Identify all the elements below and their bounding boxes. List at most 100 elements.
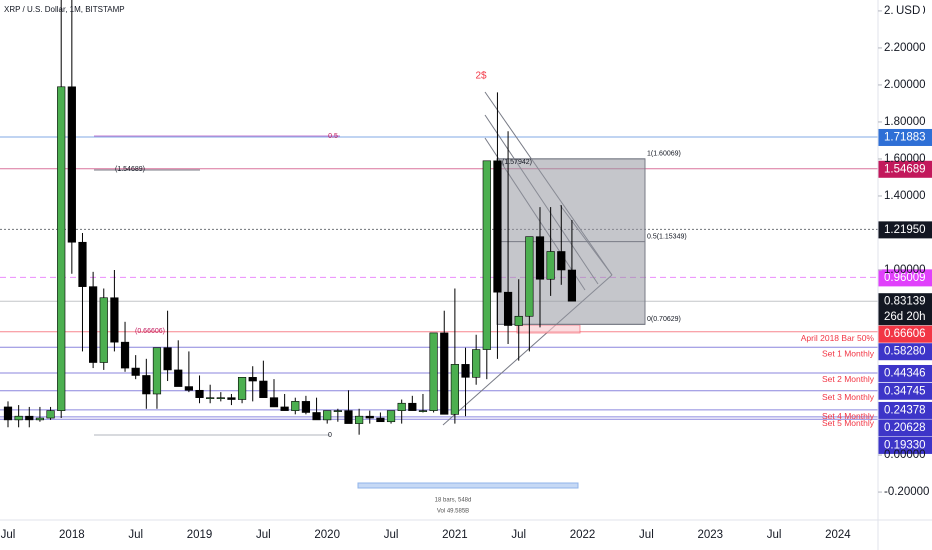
candle-body <box>3 406 13 421</box>
annotation: (1.54689) <box>115 166 145 173</box>
price-label-box <box>878 293 932 326</box>
x-tick-label: 2022 <box>570 529 596 541</box>
annotation: 0.5 <box>328 133 338 140</box>
candle-body <box>184 386 193 391</box>
candle-body <box>152 347 162 395</box>
price-label: 0.96009 <box>884 272 926 284</box>
candle-body <box>355 415 364 424</box>
range-bar <box>357 482 579 489</box>
price-label-box <box>878 343 932 361</box>
x-tick-label: 2020 <box>314 529 340 541</box>
level-annotation: Set 3 Monthly <box>822 392 875 402</box>
x-tick-label: Jul <box>767 529 782 541</box>
price-label: 0.24378 <box>884 404 926 416</box>
candle-body <box>14 415 23 421</box>
x-tick-label: Jul <box>511 529 526 541</box>
currency-bg <box>893 3 923 19</box>
price-label: 0.58280 <box>884 346 926 358</box>
annotation: Vol 49.585B <box>437 509 469 515</box>
annotation: 0 <box>328 432 332 439</box>
x-tick-label: 2019 <box>187 529 213 541</box>
candle-body <box>440 332 449 415</box>
candle-body <box>503 291 513 326</box>
price-label-box <box>878 269 932 287</box>
candle-body <box>120 341 130 369</box>
fib-label: 0.5(1.15349) <box>647 233 687 240</box>
candle-body <box>99 297 108 363</box>
candle-body <box>408 402 417 411</box>
candle-body <box>312 412 321 421</box>
candle-body <box>35 417 45 421</box>
drawings <box>94 91 646 489</box>
price-label-box <box>878 160 932 178</box>
y-tick-label: 2.20000 <box>884 42 926 54</box>
candle-body <box>206 397 215 399</box>
price-label-box <box>878 401 932 419</box>
annotation: (0.66606) <box>135 328 165 335</box>
x-tick-label: Jul <box>256 529 271 541</box>
price-label: 0.44346 <box>884 368 926 380</box>
candle-body <box>259 380 268 398</box>
annotation: 18 bars, 548d <box>435 498 472 504</box>
candle-body <box>525 236 534 317</box>
candle-body <box>567 269 577 302</box>
chart-title: XRP / U.S. Dollar, 1M, BITSTAMP <box>4 5 125 14</box>
candle-body <box>174 369 183 387</box>
price-label-box <box>878 128 932 146</box>
price-label-box <box>878 364 932 382</box>
zone <box>516 324 581 334</box>
candle-body <box>269 397 279 408</box>
level-annotation: Set 5 Monthly <box>822 418 875 428</box>
level-annotation: April 2018 Bar 50% <box>801 333 875 343</box>
candle-body <box>323 410 332 421</box>
candle-body <box>280 406 289 411</box>
candle-body <box>429 332 438 411</box>
y-tick-label: 1.80000 <box>884 116 926 128</box>
price-label-box <box>878 221 932 239</box>
level-annotation: Set 4 Monthly <box>822 411 875 421</box>
candle-body <box>472 349 481 378</box>
candle-body <box>557 251 566 271</box>
candle-body <box>482 160 491 350</box>
level-annotation: Set 2 Monthly <box>822 374 875 384</box>
fib-label: 1(1.60069) <box>647 151 681 158</box>
price-label: 0.34745 <box>884 385 926 397</box>
y-tick-label: 1.00000 <box>884 264 926 276</box>
candle-body <box>291 401 300 411</box>
candle-body <box>535 236 545 280</box>
candle-body <box>57 86 66 411</box>
x-tick-label: 2018 <box>59 529 85 541</box>
level-annotation: Set 1 Monthly <box>822 348 875 358</box>
candle-body <box>46 410 55 419</box>
y-tick-label: 1.40000 <box>884 190 926 202</box>
price-label: 1.21950 <box>884 224 926 236</box>
y-tick-label: 2.00000 <box>884 79 926 91</box>
candle-body <box>216 397 225 399</box>
candle-body <box>386 410 396 423</box>
price-label: 1.54689 <box>884 163 926 175</box>
candle-body <box>450 364 459 415</box>
candle-body <box>142 375 151 395</box>
candle-body <box>493 160 502 293</box>
x-tick-label: 2023 <box>697 529 723 541</box>
y-tick-label: 1.60000 <box>884 153 926 165</box>
candle-body <box>514 315 523 326</box>
candle-body <box>301 401 311 413</box>
candle-body <box>344 410 353 424</box>
candle-body <box>163 347 172 371</box>
price-label: 0.66606 <box>884 328 926 340</box>
annotation: 2$ <box>475 71 487 82</box>
price-label: 0.20628 <box>884 422 926 434</box>
candle-body <box>546 251 555 280</box>
price-label: 0.19330 <box>884 439 926 451</box>
x-tick-label: 2024 <box>825 529 851 541</box>
candle-body <box>195 389 204 398</box>
levels <box>0 136 878 420</box>
candle-body <box>131 367 140 376</box>
x-tick-label: Jul <box>1 529 16 541</box>
price-label: 0.83139 <box>884 296 926 308</box>
annotation: (1.57942) <box>502 159 532 166</box>
price-label-box <box>878 325 932 343</box>
fib-label: 0(0.70629) <box>647 316 681 323</box>
